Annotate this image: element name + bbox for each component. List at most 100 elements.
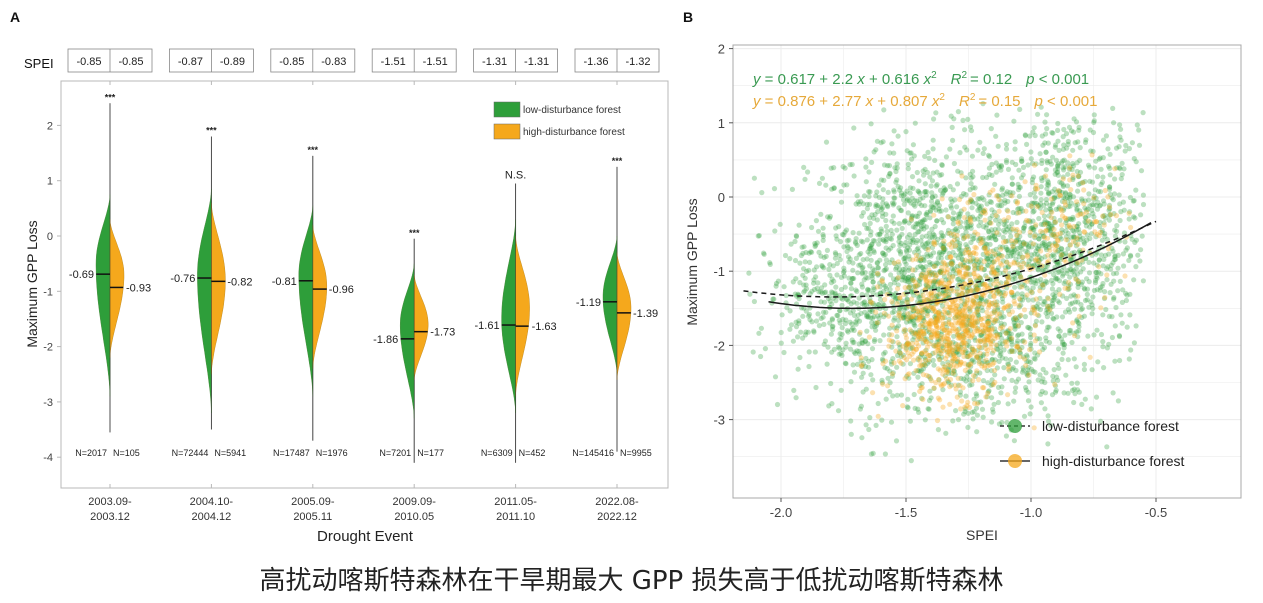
scatter-point-low xyxy=(1089,311,1095,317)
scatter-point-low xyxy=(869,159,875,165)
scatter-point-low xyxy=(838,295,844,301)
scatter-point-low xyxy=(1004,419,1010,426)
scatter-point-low xyxy=(1066,166,1073,172)
scatter-point-low xyxy=(967,187,973,193)
eq-high-req: = 0.15 xyxy=(978,93,1020,110)
scatter-point-low xyxy=(922,325,929,331)
scatter-point-low xyxy=(848,301,854,307)
scatter-point-low xyxy=(859,213,865,219)
scatter-point-low xyxy=(1071,292,1077,298)
scatter-point-low xyxy=(923,233,929,239)
scatter-point-low xyxy=(835,408,842,414)
scatter-point-high xyxy=(940,245,946,251)
scatter-point-low xyxy=(1050,252,1056,258)
scatter-point-low xyxy=(1114,165,1120,171)
scatter-point-low xyxy=(1116,165,1122,171)
scatter-point-high xyxy=(947,230,953,236)
scatter-point-low xyxy=(800,313,806,319)
scatter-point-low xyxy=(865,287,871,293)
scatter-point-low xyxy=(1070,147,1076,153)
scatter-point-high xyxy=(993,316,1000,322)
scatter-point-low xyxy=(1093,195,1099,201)
scatter-point-low xyxy=(919,202,925,209)
scatter-point-high xyxy=(923,297,930,303)
scatter-point-low xyxy=(907,265,913,271)
scatter-point-low xyxy=(847,162,853,168)
scatter-point-high xyxy=(971,191,977,198)
scatter-point-high xyxy=(931,278,937,284)
scatter-point-low xyxy=(1007,229,1013,235)
scatter-point-low xyxy=(957,150,963,156)
scatter-point-low xyxy=(1031,174,1037,180)
scatter-point-low xyxy=(1097,223,1103,229)
scatter-point-low xyxy=(1063,191,1069,197)
scatter-point-low xyxy=(966,305,972,312)
scatter-point-low xyxy=(849,321,855,327)
scatter-point-low xyxy=(966,338,972,345)
scatter-point-low xyxy=(1106,313,1112,319)
scatter-point-high xyxy=(1013,315,1019,321)
scatter-point-low xyxy=(880,250,886,256)
scatter-point-high xyxy=(936,357,942,363)
scatter-point-low xyxy=(947,271,953,277)
scatter-point-low xyxy=(933,263,939,269)
scatter-point-low xyxy=(949,124,955,130)
scatter-point-low xyxy=(841,232,847,238)
scatter-point-high xyxy=(1045,296,1051,302)
scatter-point-low xyxy=(1065,246,1071,252)
scatter-point-low xyxy=(951,266,958,272)
scatter-point-low xyxy=(1120,251,1126,257)
scatter-point-low xyxy=(949,215,955,222)
scatter-point-low xyxy=(1085,206,1091,212)
scatter-point-low xyxy=(1100,312,1106,318)
scatter-point-high xyxy=(919,271,925,277)
scatter-point-high xyxy=(976,356,982,362)
scatter-point-low xyxy=(807,259,813,265)
scatter-point-low xyxy=(977,235,984,241)
scatter-point-low xyxy=(1068,216,1075,223)
scatter-point-high xyxy=(1063,237,1069,243)
scatter-point-low xyxy=(868,245,874,251)
scatter-point-low xyxy=(902,218,908,224)
scatter-point-low xyxy=(1026,325,1032,331)
scatter-point-low xyxy=(1123,142,1129,149)
median-label-high: -1.39 xyxy=(633,308,658,320)
scatter-point-low xyxy=(1070,214,1076,220)
legend-swatch-high xyxy=(493,123,521,140)
scatter-point-low xyxy=(781,349,787,356)
scatter-point-low xyxy=(990,409,996,415)
scatter-point-low xyxy=(867,243,873,249)
scatter-point-low xyxy=(880,187,886,193)
scatter-point-low xyxy=(864,328,870,334)
scatter-point-low xyxy=(806,349,812,355)
scatter-point-low xyxy=(829,301,835,307)
scatter-point-low xyxy=(771,296,777,302)
scatter-point-low xyxy=(1012,275,1018,282)
legend-b-label-high: high-disturbance forest xyxy=(1042,453,1185,469)
scatter-point-low xyxy=(911,284,917,290)
scatter-point-low xyxy=(1037,306,1043,313)
scatter-point-low xyxy=(1052,220,1058,226)
scatter-point-high xyxy=(945,214,952,220)
scatter-point-low xyxy=(873,147,879,153)
scatter-point-low xyxy=(880,205,886,211)
scatter-point-high xyxy=(874,320,880,326)
spei-value-low: -1.31 xyxy=(482,56,507,68)
scatter-point-low xyxy=(937,187,944,193)
scatter-point-low xyxy=(863,302,870,308)
scatter-point-high xyxy=(946,343,952,349)
scatter-point-low xyxy=(767,260,773,266)
scatter-point-low xyxy=(1064,268,1070,274)
scatter-point-low xyxy=(1130,198,1136,204)
scatter-point-high xyxy=(994,230,1000,236)
scatter-point-high xyxy=(1003,330,1009,336)
scatter-point-low xyxy=(890,300,896,306)
scatter-point-high xyxy=(1023,362,1029,369)
scatter-point-high xyxy=(1070,320,1076,326)
scatter-point-low xyxy=(1081,239,1087,245)
scatter-point-low xyxy=(911,275,917,282)
scatter-point-low xyxy=(942,246,948,252)
scatter-point-low xyxy=(1003,141,1010,148)
scatter-point-low xyxy=(1118,312,1124,318)
scatter-point-high xyxy=(949,261,955,267)
